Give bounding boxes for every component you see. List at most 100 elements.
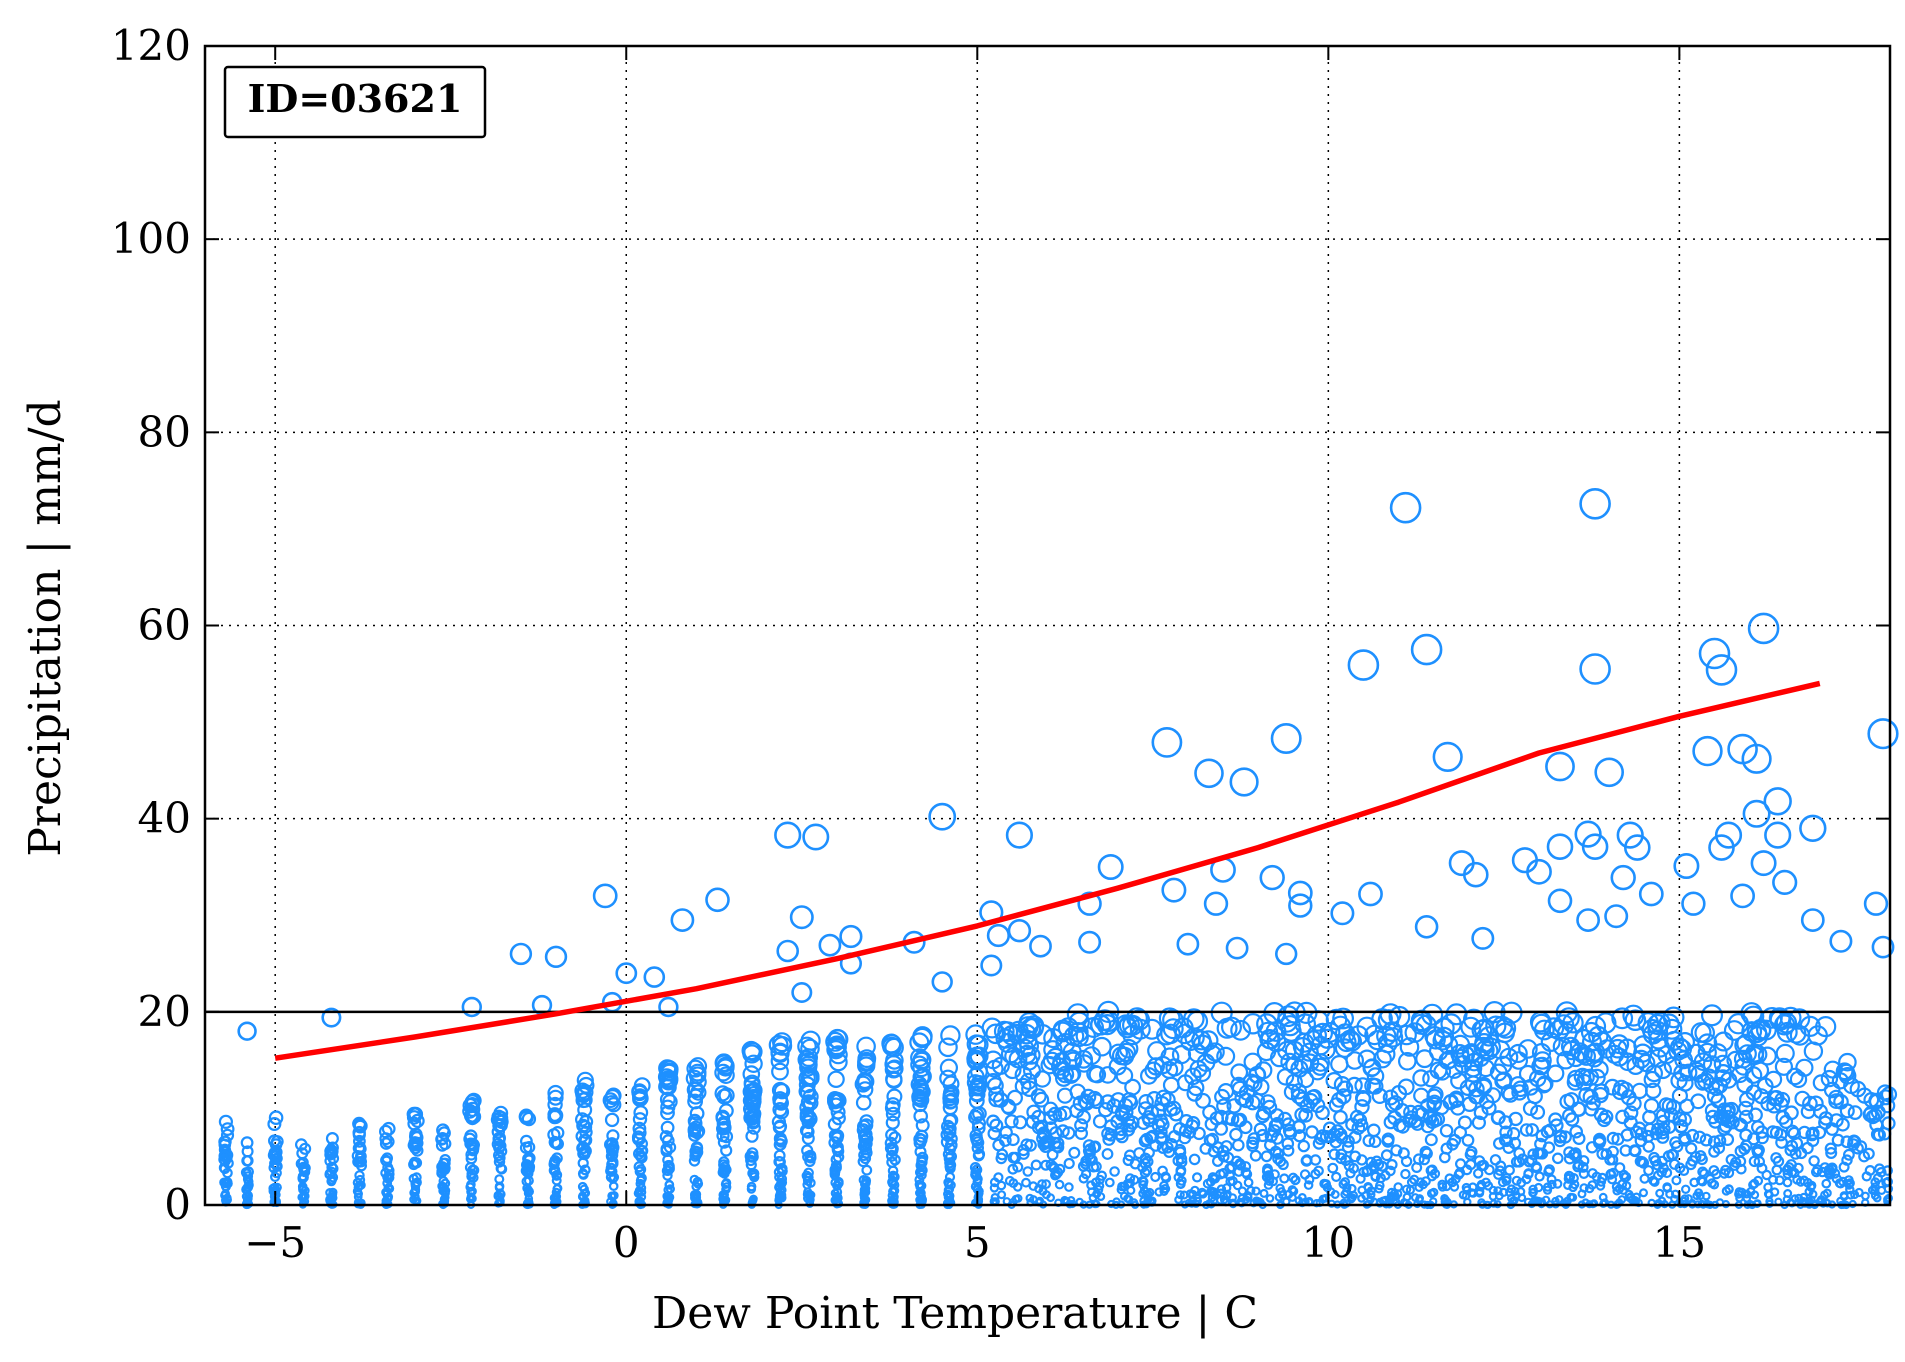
data-point bbox=[910, 1075, 928, 1093]
data-point bbox=[549, 1166, 561, 1178]
data-point bbox=[407, 1116, 422, 1131]
data-point bbox=[1533, 1182, 1544, 1193]
data-point bbox=[1800, 1104, 1816, 1120]
data-point bbox=[1692, 1130, 1707, 1144]
data-point bbox=[1398, 1052, 1417, 1071]
data-point bbox=[664, 1179, 675, 1190]
data-point bbox=[1246, 1139, 1259, 1153]
data-point bbox=[406, 1110, 422, 1125]
data-point bbox=[518, 1108, 534, 1124]
data-point bbox=[1750, 1020, 1772, 1041]
data-point bbox=[1151, 727, 1183, 758]
data-point bbox=[742, 1044, 762, 1064]
data-point bbox=[1772, 869, 1798, 896]
data-point bbox=[1017, 1147, 1030, 1160]
data-point bbox=[1331, 1171, 1342, 1183]
data-point bbox=[464, 1094, 481, 1110]
data-point bbox=[1756, 1162, 1768, 1174]
data-point bbox=[1267, 1124, 1282, 1138]
data-point bbox=[1609, 1034, 1630, 1055]
data-point bbox=[1052, 1052, 1071, 1071]
data-point bbox=[1605, 1044, 1625, 1064]
data-point bbox=[1737, 1100, 1754, 1116]
y-tick-label: 0 bbox=[164, 1180, 191, 1229]
data-point bbox=[1399, 1037, 1420, 1057]
data-point bbox=[1088, 1065, 1107, 1084]
data-point bbox=[1747, 612, 1780, 645]
data-point bbox=[910, 1048, 929, 1067]
data-point bbox=[1594, 757, 1624, 788]
data-point bbox=[1661, 1167, 1673, 1179]
data-point bbox=[1269, 1108, 1285, 1123]
data-point bbox=[1020, 1017, 1042, 1039]
data-point bbox=[1574, 820, 1602, 848]
data-point bbox=[1467, 1188, 1477, 1198]
data-point bbox=[1806, 1126, 1820, 1141]
data-point bbox=[1111, 1046, 1131, 1066]
data-point bbox=[1082, 1139, 1096, 1152]
data-point bbox=[615, 962, 638, 985]
data-point bbox=[1525, 1123, 1539, 1137]
data-point bbox=[660, 1144, 673, 1158]
data-point bbox=[1389, 491, 1422, 524]
data-point bbox=[1829, 929, 1853, 953]
data-point bbox=[748, 1169, 759, 1181]
data-point bbox=[774, 1182, 784, 1193]
data-point bbox=[1773, 1014, 1796, 1036]
data-point bbox=[1230, 1019, 1251, 1041]
x-tick-label: 5 bbox=[964, 1218, 991, 1267]
data-point bbox=[1697, 1033, 1718, 1054]
data-point bbox=[688, 1066, 707, 1084]
data-point bbox=[1380, 1149, 1393, 1162]
data-point bbox=[1303, 1180, 1314, 1190]
data-point bbox=[607, 1141, 620, 1154]
data-point bbox=[299, 1166, 311, 1178]
data-point bbox=[1648, 1175, 1659, 1186]
data-point bbox=[381, 1121, 396, 1136]
data-point bbox=[1577, 1161, 1589, 1173]
data-point bbox=[987, 1077, 1004, 1094]
data-point bbox=[219, 1177, 230, 1188]
data-point bbox=[1643, 1165, 1654, 1176]
data-point bbox=[1402, 1113, 1417, 1128]
x-axis-label: Dew Point Temperature | C bbox=[652, 1288, 1258, 1339]
data-point bbox=[995, 1152, 1008, 1165]
data-point bbox=[1617, 1195, 1627, 1204]
data-point bbox=[1221, 1110, 1236, 1125]
data-point bbox=[1451, 1048, 1471, 1068]
data-point bbox=[1397, 1147, 1410, 1160]
data-point bbox=[1772, 1155, 1785, 1168]
data-point bbox=[714, 1063, 733, 1082]
data-point bbox=[632, 1112, 648, 1127]
data-point bbox=[1074, 1126, 1089, 1141]
data-point bbox=[1697, 1166, 1708, 1178]
data-point bbox=[1568, 1182, 1578, 1193]
data-point bbox=[1528, 1184, 1538, 1195]
data-point bbox=[770, 1051, 790, 1071]
data-point bbox=[1697, 1042, 1717, 1063]
data-point bbox=[1341, 1031, 1362, 1052]
data-point bbox=[939, 1058, 959, 1077]
data-point bbox=[1175, 1179, 1186, 1190]
data-point bbox=[1817, 1166, 1828, 1178]
data-point bbox=[988, 1086, 1005, 1103]
y-tick-label: 80 bbox=[138, 407, 191, 456]
data-point bbox=[1265, 1194, 1275, 1203]
data-point bbox=[1573, 1067, 1592, 1086]
data-point bbox=[1329, 1015, 1352, 1037]
data-point bbox=[1043, 1110, 1058, 1125]
data-point bbox=[1645, 1064, 1663, 1083]
data-point bbox=[1074, 1118, 1089, 1133]
data-point bbox=[659, 1130, 673, 1144]
data-point bbox=[1243, 1192, 1253, 1202]
data-point bbox=[1819, 1199, 1828, 1208]
data-point bbox=[1475, 1040, 1495, 1060]
data-point bbox=[1381, 1195, 1390, 1205]
data-point bbox=[407, 1139, 421, 1152]
data-point bbox=[1774, 1091, 1791, 1108]
data-point bbox=[987, 1126, 1001, 1141]
data-point bbox=[1363, 1183, 1374, 1193]
data-point bbox=[1045, 1159, 1057, 1171]
data-point bbox=[635, 1175, 646, 1186]
